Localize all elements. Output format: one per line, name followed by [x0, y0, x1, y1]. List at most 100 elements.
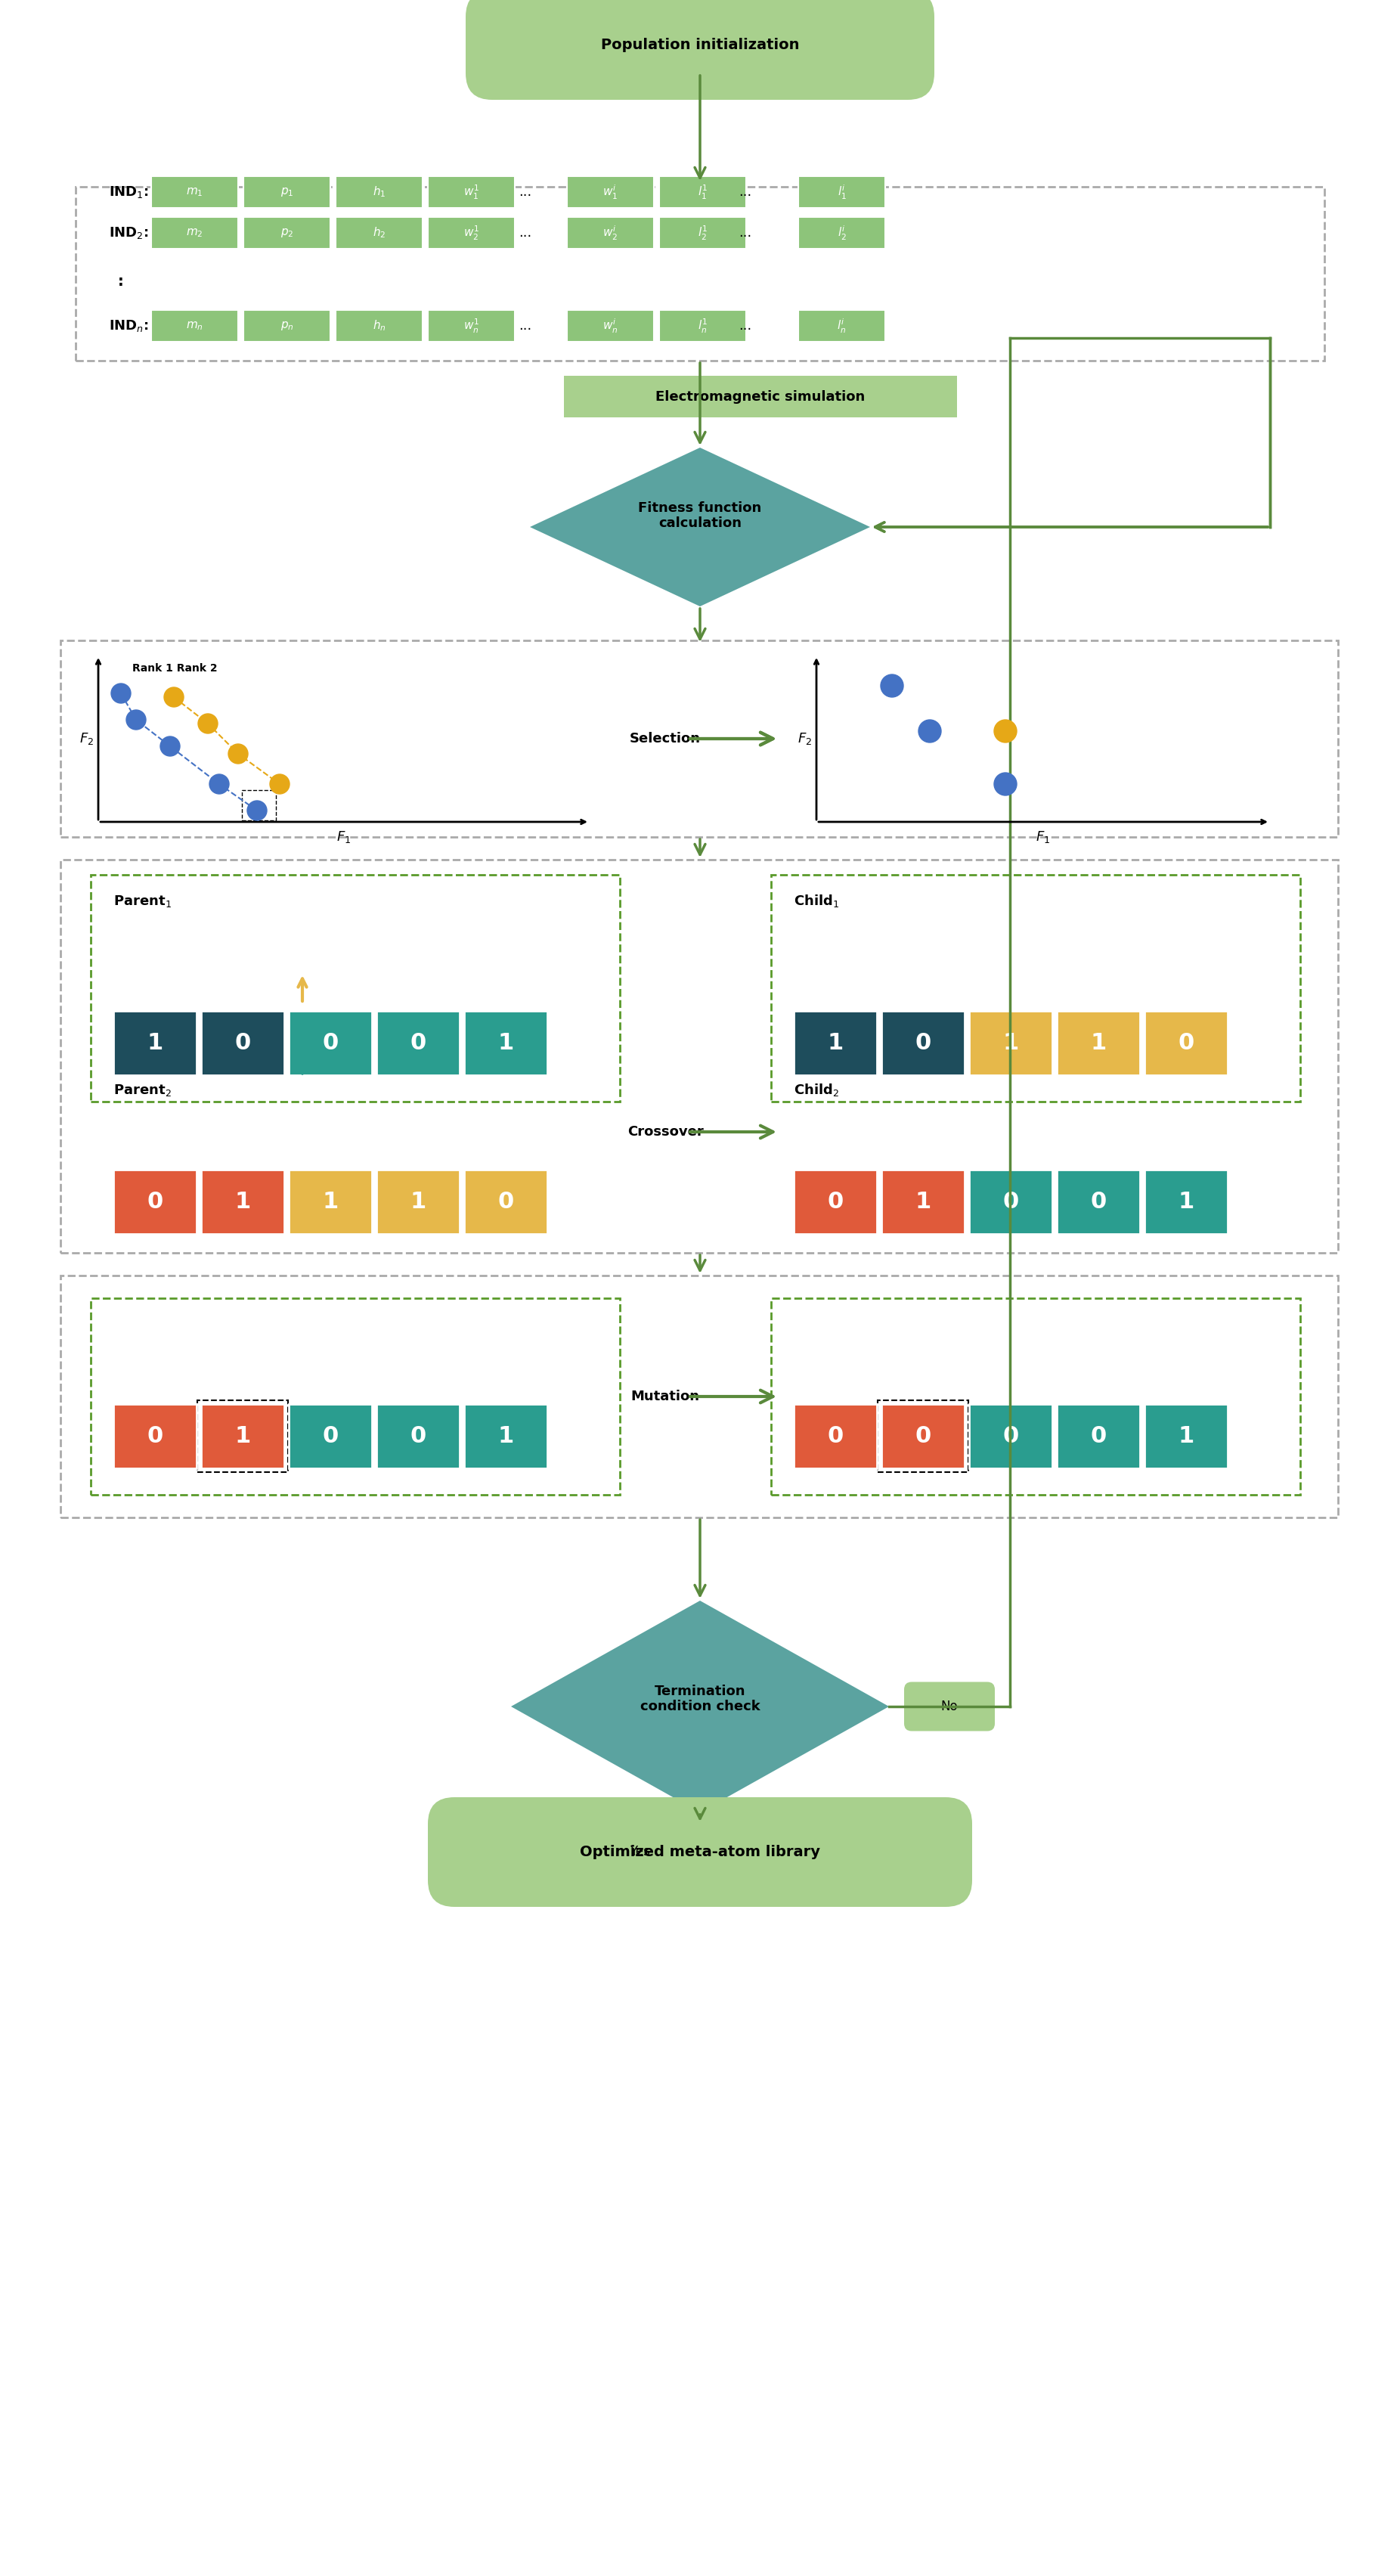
Text: 1: 1	[1177, 1190, 1194, 1213]
Text: $w_n^i$: $w_n^i$	[602, 317, 619, 335]
Text: 0: 0	[1002, 1190, 1019, 1213]
Circle shape	[164, 688, 183, 706]
Text: $l_n^i$: $l_n^i$	[837, 317, 847, 335]
Bar	[798, 216, 885, 250]
Bar	[244, 309, 330, 343]
Text: Child$_1$: Child$_1$	[794, 894, 840, 909]
Polygon shape	[511, 1600, 889, 1814]
Text: $l_2^i$: $l_2^i$	[837, 224, 846, 242]
Circle shape	[160, 737, 181, 757]
Text: $l_n^1$: $l_n^1$	[697, 317, 707, 335]
Bar	[798, 309, 885, 343]
Text: $F_2$: $F_2$	[798, 732, 812, 747]
Text: Optimized meta-atom library: Optimized meta-atom library	[580, 1844, 820, 1860]
Bar	[428, 216, 515, 250]
Text: 0: 0	[1091, 1425, 1106, 1448]
Bar	[794, 1404, 876, 1468]
Text: 1: 1	[497, 1425, 514, 1448]
Bar	[878, 1401, 969, 1471]
Text: IND$_1$:: IND$_1$:	[109, 185, 148, 198]
Text: ...: ...	[739, 227, 752, 240]
Bar	[882, 1404, 965, 1468]
Bar	[197, 1401, 288, 1471]
Text: $h_2$: $h_2$	[372, 227, 385, 240]
Bar	[336, 175, 423, 209]
Bar	[969, 1010, 1053, 1074]
Circle shape	[228, 744, 248, 762]
Text: $w_1^i$: $w_1^i$	[603, 183, 617, 201]
Bar	[288, 1170, 372, 1234]
Text: No: No	[941, 1700, 958, 1713]
Text: $p_n$: $p_n$	[280, 319, 294, 332]
Text: Child$_2$: Child$_2$	[794, 1082, 839, 1097]
Text: Rank 1 Rank 2: Rank 1 Rank 2	[132, 662, 217, 675]
FancyBboxPatch shape	[594, 1826, 685, 1878]
Text: 1: 1	[235, 1425, 251, 1448]
Bar	[798, 175, 885, 209]
Text: $l_2^1$: $l_2^1$	[697, 224, 707, 242]
Bar	[1144, 1404, 1228, 1468]
Text: IND$_2$:: IND$_2$:	[109, 224, 148, 240]
Circle shape	[994, 719, 1016, 742]
Text: Parent$_1$: Parent$_1$	[113, 894, 172, 909]
Bar	[882, 1010, 965, 1074]
Bar	[465, 1170, 547, 1234]
Text: 0: 0	[147, 1190, 162, 1213]
Bar	[794, 1170, 876, 1234]
Text: Population initialization: Population initialization	[601, 39, 799, 52]
Text: ...: ...	[519, 227, 532, 240]
Bar	[151, 175, 238, 209]
Circle shape	[270, 775, 290, 793]
Bar	[564, 376, 958, 417]
Bar	[242, 791, 276, 819]
Bar	[288, 1010, 372, 1074]
Bar	[1144, 1170, 1228, 1234]
Text: $F_1$: $F_1$	[1036, 829, 1050, 845]
Bar	[567, 175, 654, 209]
Bar	[771, 876, 1301, 1103]
Text: Parent$_2$: Parent$_2$	[113, 1082, 171, 1097]
Text: ...: ...	[519, 185, 532, 198]
Text: ...: ...	[519, 319, 532, 332]
Text: 1: 1	[410, 1190, 426, 1213]
Text: 1: 1	[1002, 1033, 1019, 1054]
Text: Electromagnetic simulation: Electromagnetic simulation	[655, 389, 865, 404]
Bar	[244, 216, 330, 250]
Text: ...: ...	[739, 319, 752, 332]
Text: $F_2$: $F_2$	[80, 732, 94, 747]
Bar	[288, 1404, 372, 1468]
Text: $p_1$: $p_1$	[280, 185, 294, 198]
Text: 0: 0	[827, 1425, 843, 1448]
Text: 1: 1	[1177, 1425, 1194, 1448]
Circle shape	[126, 711, 146, 729]
Text: 0: 0	[1177, 1033, 1194, 1054]
Text: $m_2$: $m_2$	[186, 227, 203, 240]
Bar	[377, 1010, 459, 1074]
Text: $F_1$: $F_1$	[336, 829, 351, 845]
Bar	[1057, 1404, 1140, 1468]
Bar	[428, 309, 515, 343]
Text: 0: 0	[410, 1033, 426, 1054]
Text: 0: 0	[497, 1190, 514, 1213]
Text: 0: 0	[410, 1425, 426, 1448]
Text: $w_n^1$: $w_n^1$	[463, 317, 479, 335]
Bar	[91, 876, 620, 1103]
Text: Fitness function
calculation: Fitness function calculation	[638, 500, 762, 531]
Text: 0: 0	[322, 1425, 339, 1448]
Circle shape	[994, 773, 1016, 796]
Bar	[377, 1404, 459, 1468]
Text: $h_n$: $h_n$	[372, 319, 386, 332]
Circle shape	[248, 801, 267, 819]
FancyArrowPatch shape	[690, 1126, 773, 1139]
Bar	[465, 1404, 547, 1468]
Text: $l_1^i$: $l_1^i$	[837, 183, 846, 201]
Bar	[151, 309, 238, 343]
Text: 1: 1	[147, 1033, 162, 1054]
Text: 0: 0	[1091, 1190, 1106, 1213]
Bar	[659, 216, 746, 250]
Bar	[91, 1298, 620, 1494]
Bar	[882, 1170, 965, 1234]
Text: 1: 1	[235, 1190, 251, 1213]
Text: 1: 1	[322, 1190, 339, 1213]
Text: $h_1$: $h_1$	[372, 185, 385, 198]
